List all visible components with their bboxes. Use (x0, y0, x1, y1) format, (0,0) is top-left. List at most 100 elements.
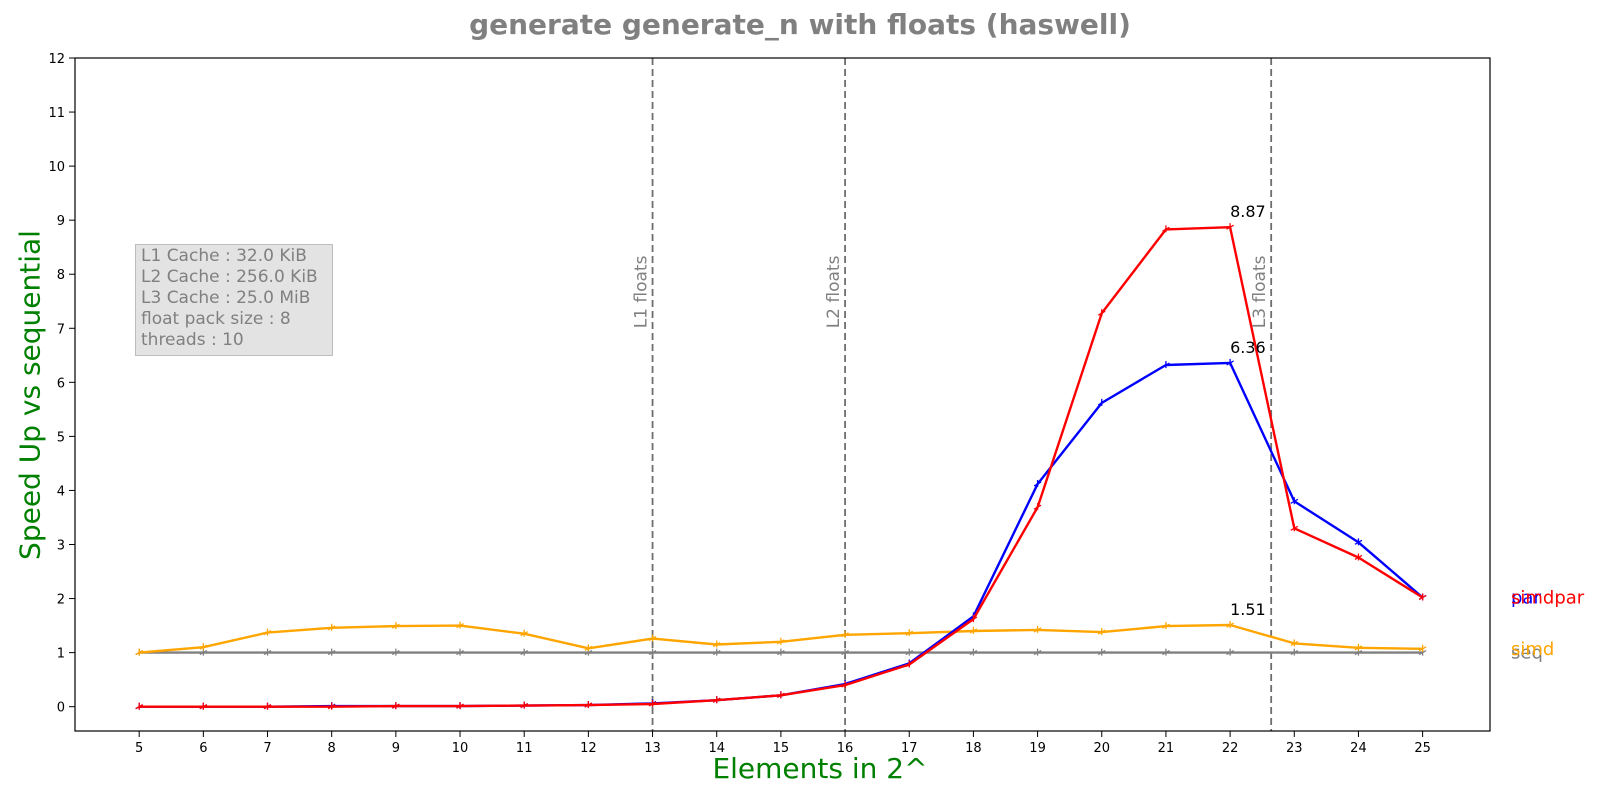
series-point-simd (777, 637, 785, 645)
marker-stroke (1097, 310, 1106, 316)
marker-stroke (135, 704, 143, 710)
series-point-simd (456, 621, 464, 629)
marker-stroke (1033, 627, 1042, 633)
x-tick-label: 16 (837, 741, 854, 756)
series-point-simd (1354, 643, 1363, 651)
series-point-simdpar (392, 702, 400, 710)
marker-stroke (1162, 362, 1170, 368)
vline-label-0: L1 floats (632, 255, 652, 328)
marker-stroke (712, 650, 721, 656)
series-point-seq (392, 648, 400, 656)
value-annotations: 8.87 6.36 1.51 (1230, 202, 1266, 619)
x-tick-label: 21 (1158, 741, 1175, 756)
marker-stroke (584, 702, 593, 708)
marker-stroke (1226, 622, 1234, 628)
marker-stroke (969, 628, 978, 634)
marker-stroke (1354, 645, 1363, 651)
marker-stroke (1290, 498, 1299, 504)
marker-stroke (392, 623, 400, 629)
marker-stroke (1033, 650, 1042, 656)
y-tick-label: 8 (57, 268, 65, 283)
chart-title: generate generate_n with floats (haswell… (469, 8, 1131, 41)
marker-stroke (520, 650, 529, 656)
series-point-simdpar (199, 702, 208, 710)
line-label-seq: seq (1511, 643, 1543, 664)
marker-stroke (969, 650, 978, 656)
series-point-simdpar (456, 702, 464, 710)
series-point-seq (648, 648, 657, 656)
marker-stroke (199, 704, 208, 710)
marker-stroke (199, 650, 208, 656)
series-point-simdpar (1162, 225, 1170, 233)
x-tick-label: 8 (328, 741, 336, 756)
series-point-simd (327, 623, 336, 631)
series-point-seq (1162, 648, 1170, 656)
series-point-simdpar (135, 702, 143, 710)
marker-stroke (841, 650, 849, 656)
marker-stroke (648, 701, 657, 707)
series-point-simdpar (584, 701, 593, 709)
series-point-simdpar (327, 702, 336, 710)
x-tick-label: 19 (1029, 741, 1046, 756)
marker-stroke (199, 644, 208, 650)
series-point-simd (648, 634, 657, 642)
series-point-simdpar (1033, 503, 1042, 511)
series-point-par (1354, 538, 1363, 546)
plot-frame (74, 57, 1491, 732)
series-point-simdpar (1290, 524, 1299, 532)
marker-stroke (905, 630, 914, 636)
x-tick-label: 7 (263, 741, 271, 756)
annotation-0: 8.87 (1230, 202, 1266, 221)
y-tick-label: 12 (48, 52, 65, 67)
series-point-simd (1097, 628, 1106, 636)
marker-stroke (777, 650, 785, 656)
series-point-seq (327, 648, 336, 656)
x-tick-label: 12 (580, 741, 597, 756)
marker-stroke (1162, 623, 1170, 629)
marker-stroke (1354, 554, 1363, 561)
marker-stroke (456, 650, 464, 656)
series-point-simd (969, 626, 978, 634)
series-point-seq (1290, 648, 1299, 656)
series-point-simd (392, 622, 400, 630)
series-point-simdpar (969, 615, 978, 623)
series-point-simd (199, 643, 208, 651)
marker-stroke (1162, 650, 1170, 656)
marker-stroke (712, 697, 721, 703)
x-tick-label: 22 (1222, 741, 1239, 756)
series-point-simdpar (841, 681, 849, 689)
info-line-pack-size: float pack size : 8 (141, 309, 291, 329)
series-point-seq (905, 648, 914, 656)
x-tick-label: 10 (452, 741, 469, 756)
series-point-simdpar (263, 702, 272, 710)
marker-stroke (327, 625, 336, 631)
series-point-simd (520, 629, 529, 637)
info-line-l2: L2 Cache : 256.0 KiB (141, 267, 318, 287)
series-point-simdpar (777, 691, 785, 699)
marker-stroke (1354, 650, 1363, 656)
series-point-par (1226, 358, 1234, 366)
marker-stroke (648, 650, 657, 656)
info-line-l3: L3 Cache : 25.0 MiB (141, 288, 311, 308)
x-tick-label: 13 (644, 741, 661, 756)
marker-stroke (1226, 360, 1234, 366)
marker-stroke (392, 650, 400, 656)
marker-stroke (520, 631, 529, 637)
y-tick-label: 2 (57, 593, 65, 608)
y-tick-label: 9 (57, 214, 65, 229)
series-point-simd (1226, 621, 1234, 629)
info-line-l1: L1 Cache : 32.0 KiB (141, 246, 307, 266)
marker-stroke (1097, 650, 1106, 656)
line-label-par: par (1511, 587, 1541, 608)
marker-stroke (648, 635, 657, 642)
marker-stroke (1226, 650, 1234, 656)
marker-stroke (584, 650, 593, 656)
annotation-2: 1.51 (1230, 600, 1266, 619)
marker-stroke (1418, 650, 1427, 656)
info-line-threads: threads : 10 (141, 330, 244, 350)
series-point-simdpar (1097, 309, 1106, 317)
series-point-simdpar (1226, 223, 1234, 231)
marker-stroke (263, 650, 272, 656)
